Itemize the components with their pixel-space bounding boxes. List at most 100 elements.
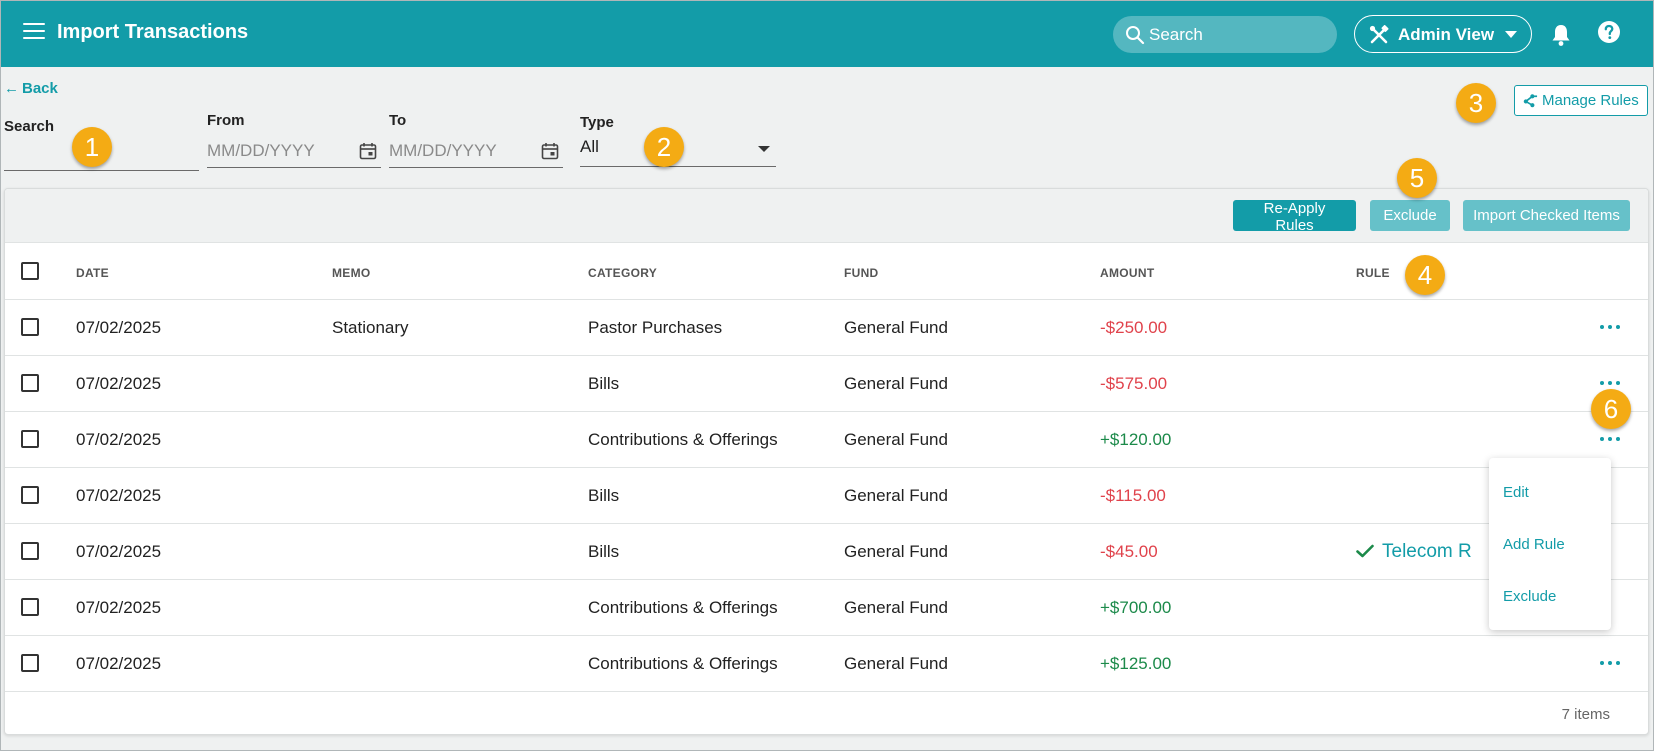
row-date: 07/02/2025 bbox=[76, 486, 162, 505]
manage-rules-label: Manage Rules bbox=[1542, 92, 1639, 109]
admin-view-dropdown[interactable]: Admin View bbox=[1354, 15, 1532, 53]
table-row: 07/02/2025 Contributions & Offerings Gen… bbox=[5, 636, 1648, 692]
table-row: 07/02/2025 Bills General Fund -$115.00 bbox=[5, 468, 1648, 524]
menu-item-add-rule[interactable]: Add Rule bbox=[1503, 536, 1565, 553]
row-checkbox[interactable] bbox=[21, 430, 39, 448]
help-icon[interactable] bbox=[1597, 20, 1621, 44]
column-header-rule[interactable]: RULE bbox=[1356, 266, 1390, 280]
row-fund: General Fund bbox=[844, 654, 948, 673]
row-checkbox[interactable] bbox=[21, 318, 39, 336]
from-date-field[interactable] bbox=[207, 134, 381, 168]
more-actions-icon[interactable] bbox=[1599, 376, 1621, 390]
from-date-label: From bbox=[207, 112, 245, 129]
back-link[interactable]: ← Back bbox=[4, 80, 58, 97]
row-date: 07/02/2025 bbox=[76, 318, 162, 337]
row-checkbox[interactable] bbox=[21, 542, 39, 560]
row-rule-label: Telecom R bbox=[1382, 541, 1472, 562]
row-date: 07/02/2025 bbox=[76, 430, 162, 449]
row-date: 07/02/2025 bbox=[76, 374, 162, 393]
table-toolbar: Re-Apply Rules Exclude Import Checked It… bbox=[5, 189, 1648, 243]
row-fund: General Fund bbox=[844, 598, 948, 617]
row-checkbox[interactable] bbox=[21, 654, 39, 672]
row-fund: General Fund bbox=[844, 542, 948, 561]
tools-icon bbox=[1369, 25, 1389, 44]
callout-5: 5 bbox=[1397, 158, 1437, 198]
menu-item-exclude[interactable]: Exclude bbox=[1503, 588, 1557, 605]
row-amount: -$575.00 bbox=[1100, 374, 1168, 393]
to-date-label: To bbox=[389, 112, 407, 129]
column-header-date[interactable]: DATE bbox=[76, 266, 109, 280]
row-fund: General Fund bbox=[844, 374, 948, 393]
row-checkbox[interactable] bbox=[21, 598, 39, 616]
calendar-icon[interactable] bbox=[541, 142, 559, 160]
row-amount: +$125.00 bbox=[1100, 654, 1172, 673]
type-select[interactable]: All bbox=[580, 133, 776, 167]
row-amount: -$45.00 bbox=[1100, 542, 1158, 561]
row-checkbox[interactable] bbox=[21, 486, 39, 504]
type-select-value: All bbox=[580, 137, 599, 156]
table-row: 07/02/2025 Stationary Pastor Purchases G… bbox=[5, 300, 1648, 356]
column-header-amount[interactable]: AMOUNT bbox=[1100, 266, 1155, 280]
exclude-button[interactable]: Exclude bbox=[1370, 200, 1450, 231]
callout-6: 6 bbox=[1591, 389, 1631, 429]
more-actions-icon[interactable] bbox=[1599, 432, 1621, 446]
page-title: Import Transactions bbox=[57, 21, 249, 43]
check-icon bbox=[1356, 544, 1374, 558]
select-all-checkbox[interactable] bbox=[21, 262, 39, 280]
row-date: 07/02/2025 bbox=[76, 654, 162, 673]
more-actions-icon[interactable] bbox=[1599, 656, 1621, 670]
row-amount: -$115.00 bbox=[1100, 486, 1166, 505]
row-rule[interactable]: Telecom R bbox=[1356, 541, 1472, 563]
to-date-field[interactable] bbox=[389, 134, 563, 168]
bell-icon[interactable] bbox=[1550, 23, 1572, 47]
header-divider bbox=[5, 299, 1648, 300]
row-category: Bills bbox=[588, 486, 620, 505]
row-category: Contributions & Offerings bbox=[588, 654, 778, 673]
arrow-left-icon: ← bbox=[4, 80, 19, 97]
row-amount: +$120.00 bbox=[1100, 430, 1172, 449]
calendar-icon[interactable] bbox=[359, 142, 377, 160]
row-actions-menu: Edit Add Rule Exclude bbox=[1489, 458, 1611, 630]
from-date-input[interactable] bbox=[207, 138, 381, 164]
manage-rules-button[interactable]: Manage Rules bbox=[1514, 85, 1648, 116]
menu-item-edit[interactable]: Edit bbox=[1503, 484, 1529, 501]
row-checkbox[interactable] bbox=[21, 374, 39, 392]
rules-icon bbox=[1523, 94, 1538, 108]
column-header-memo[interactable]: MEMO bbox=[332, 266, 371, 280]
row-date: 07/02/2025 bbox=[76, 542, 162, 561]
row-fund: General Fund bbox=[844, 318, 948, 337]
row-category: Contributions & Offerings bbox=[588, 430, 778, 449]
column-header-category[interactable]: CATEGORY bbox=[588, 266, 658, 280]
hamburger-menu-icon[interactable] bbox=[23, 23, 45, 41]
back-label: Back bbox=[22, 80, 58, 97]
type-filter-label: Type bbox=[580, 114, 614, 131]
caret-down-icon bbox=[758, 146, 770, 152]
import-checked-items-button[interactable]: Import Checked Items bbox=[1463, 200, 1630, 231]
global-search[interactable] bbox=[1113, 16, 1337, 53]
row-date: 07/02/2025 bbox=[76, 598, 162, 617]
column-header-fund[interactable]: FUND bbox=[844, 266, 879, 280]
global-search-input[interactable] bbox=[1149, 16, 1329, 53]
row-memo: Stationary bbox=[332, 318, 409, 337]
row-category: Contributions & Offerings bbox=[588, 598, 778, 617]
items-count: 7 items bbox=[1561, 706, 1610, 723]
app-header: Import Transactions Admin View bbox=[1, 1, 1653, 67]
table-row: 07/02/2025 Bills General Fund -$575.00 bbox=[5, 356, 1648, 412]
table-row: 07/02/2025 Bills General Fund -$45.00 Te… bbox=[5, 524, 1648, 580]
admin-view-label: Admin View bbox=[1398, 25, 1495, 44]
row-category: Bills bbox=[588, 542, 620, 561]
more-actions-icon[interactable] bbox=[1599, 320, 1621, 334]
reapply-rules-button[interactable]: Re-Apply Rules bbox=[1233, 200, 1356, 234]
callout-1: 1 bbox=[72, 127, 112, 167]
search-icon bbox=[1126, 26, 1145, 45]
row-amount: +$700.00 bbox=[1100, 598, 1172, 617]
to-date-input[interactable] bbox=[389, 138, 563, 164]
row-category: Pastor Purchases bbox=[588, 318, 723, 337]
callout-2: 2 bbox=[644, 127, 684, 167]
caret-down-icon bbox=[1505, 31, 1517, 38]
table-row: 07/02/2025 Contributions & Offerings Gen… bbox=[5, 412, 1648, 468]
search-filter-label: Search bbox=[4, 118, 55, 135]
row-amount: -$250.00 bbox=[1100, 318, 1168, 337]
callout-3: 3 bbox=[1456, 83, 1496, 123]
